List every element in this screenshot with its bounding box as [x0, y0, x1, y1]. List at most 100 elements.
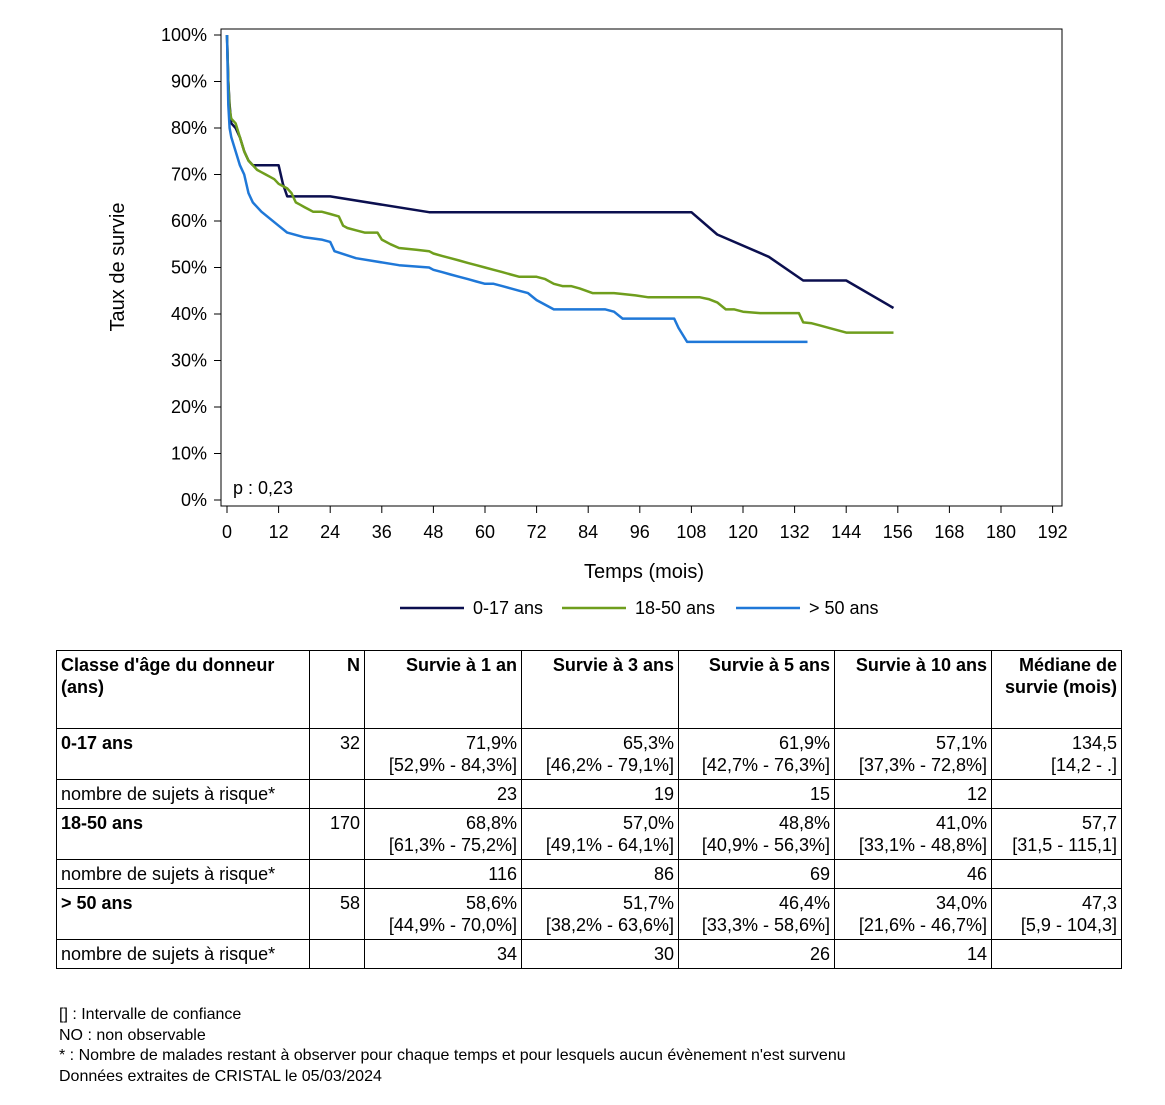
estimate: 57,1%: [935, 733, 987, 753]
x-tick-label: 48: [423, 522, 443, 542]
x-tick-label: 108: [676, 522, 706, 542]
confidence-interval: [46,2% - 79,1%]: [545, 755, 674, 775]
table-row: 18-50 ans 170 68,8% [61,3% - 75,2%] 57,0%…: [56, 808, 1122, 860]
survival-cell: 68,8% [61,3% - 75,2%]: [364, 808, 522, 860]
survival-cell: 58,6% [44,9% - 70,0%]: [364, 888, 522, 940]
estimate: 51,7%: [622, 893, 674, 913]
plot-frame: [220, 28, 1063, 507]
series-group: [225, 34, 895, 344]
header-age-class: Classe d'âge du donneur (ans): [56, 650, 310, 729]
risk-count: 12: [834, 779, 992, 809]
survival-cell: 41,0% [33,1% - 48,8%]: [834, 808, 992, 860]
y-tick-label: 70%: [171, 165, 207, 185]
empty-cell: [309, 939, 365, 969]
header-survival-10y: Survie à 10 ans: [834, 650, 992, 729]
legend: 0-17 ans 18-50 ans > 50 ans: [400, 598, 879, 618]
confidence-interval: [52,9% - 84,3%]: [388, 755, 517, 775]
y-tick-label: 60%: [171, 211, 207, 231]
estimate: 61,9%: [778, 733, 830, 753]
risk-count: 26: [678, 939, 835, 969]
x-tick-label: 0: [222, 522, 232, 542]
estimate: 41,0%: [935, 813, 987, 833]
estimate: 46,4%: [778, 893, 830, 913]
estimate: 57,7: [1081, 813, 1117, 833]
confidence-interval: [42,7% - 76,3%]: [701, 755, 830, 775]
risk-label: nombre de sujets à risque*: [56, 859, 310, 889]
group-n: 58: [309, 888, 365, 940]
estimate: 68,8%: [465, 813, 517, 833]
group-n: 170: [309, 808, 365, 860]
x-tick-label: 36: [372, 522, 392, 542]
confidence-interval: [33,3% - 58,6%]: [701, 915, 830, 935]
estimate: 134,5: [1071, 733, 1117, 753]
confidence-interval: [61,3% - 75,2%]: [388, 835, 517, 855]
risk-count: 116: [364, 859, 522, 889]
risk-count: 69: [678, 859, 835, 889]
footnotes: [] : Intervalle de confiance NO : non ob…: [59, 1005, 846, 1087]
survival-chart: 0% 10% 20% 30% 40% 50% 60% 70% 80% 90% 100% 0 12 24 3…: [107, 25, 1068, 618]
header-survival-5y: Survie à 5 ans: [678, 650, 835, 729]
y-tick-label: 80%: [171, 118, 207, 138]
x-tick-label: 96: [630, 522, 650, 542]
x-tick-label: 180: [986, 522, 1016, 542]
y-axis: 0% 10% 20% 30% 40% 50% 60% 70% 80% 90% 100%: [161, 25, 221, 510]
group-label: > 50 ans: [56, 888, 310, 940]
survival-cell: 57,1% [37,3% - 72,8%]: [834, 728, 992, 780]
survival-cell: 34,0% [21,6% - 46,7%]: [834, 888, 992, 940]
risk-label: nombre de sujets à risque*: [56, 779, 310, 809]
estimate: 48,8%: [778, 813, 830, 833]
risk-row: nombre de sujets à risque* 116 86 69 46: [56, 859, 1122, 889]
risk-count: 86: [521, 859, 679, 889]
survival-cell: 61,9% [42,7% - 76,3%]: [678, 728, 835, 780]
estimate: 71,9%: [465, 733, 517, 753]
legend-label-50-ans: > 50 ans: [809, 598, 879, 618]
empty-cell: [309, 779, 365, 809]
confidence-interval: [21,6% - 46,7%]: [858, 915, 987, 935]
confidence-interval: [5,9 - 104,3]: [1020, 915, 1117, 935]
survival-cell: 46,4% [33,3% - 58,6%]: [678, 888, 835, 940]
series-line-0-17-ans: [225, 34, 895, 310]
estimate: 34,0%: [935, 893, 987, 913]
x-tick-label: 132: [780, 522, 810, 542]
survival-cell: 57,0% [49,1% - 64,1%]: [521, 808, 679, 860]
y-tick-label: 10%: [171, 444, 207, 464]
x-tick-label: 144: [831, 522, 861, 542]
footnote-risk: * : Nombre de malades restant à observer…: [59, 1047, 846, 1064]
x-tick-label: 192: [1038, 522, 1068, 542]
table-row: 0-17 ans 32 71,9% [52,9% - 84,3%] 65,3% [4…: [56, 728, 1122, 780]
x-tick-label: 168: [934, 522, 964, 542]
group-n: 32: [309, 728, 365, 780]
x-tick-label: 60: [475, 522, 495, 542]
empty-cell: [991, 859, 1122, 889]
y-tick-label: 100%: [161, 25, 207, 45]
risk-count: 19: [521, 779, 679, 809]
plot-frame-group: [220, 28, 1063, 507]
survival-cell: 71,9% [52,9% - 84,3%]: [364, 728, 522, 780]
confidence-interval: [40,9% - 56,3%]: [701, 835, 830, 855]
y-tick-label: 0%: [181, 490, 207, 510]
legend-label-0-17-ans: 0-17 ans: [473, 598, 543, 618]
risk-count: 30: [521, 939, 679, 969]
median-cell: 57,7 [31,5 - 115,1]: [991, 808, 1122, 860]
survival-table: Classe d'âge du donneur (ans) N Survie à…: [56, 650, 1122, 969]
estimate: 57,0%: [622, 813, 674, 833]
confidence-interval: [37,3% - 72,8%]: [858, 755, 987, 775]
x-axis: 0 12 24 36 48 60 72 84 96 108 120 132 144 156 168 180 19…: [222, 506, 1068, 542]
confidence-interval: [44,9% - 70,0%]: [388, 915, 517, 935]
risk-row: nombre de sujets à risque* 34 30 26 14: [56, 939, 1122, 969]
risk-count: 34: [364, 939, 522, 969]
y-tick-label: 30%: [171, 351, 207, 371]
y-tick-label: 90%: [171, 72, 207, 92]
confidence-interval: [33,1% - 48,8%]: [858, 835, 987, 855]
risk-count: 23: [364, 779, 522, 809]
header-survival-1y: Survie à 1 an: [364, 650, 522, 729]
estimate: 65,3%: [622, 733, 674, 753]
table-row: > 50 ans 58 58,6% [44,9% - 70,0%] 51,7% [3…: [56, 888, 1122, 940]
survival-cell: 51,7% [38,2% - 63,6%]: [521, 888, 679, 940]
table-header-row: Classe d'âge du donneur (ans) N Survie à…: [56, 650, 1122, 729]
series-line-18-50-ans: [225, 34, 894, 334]
group-label: 18-50 ans: [56, 808, 310, 860]
x-tick-label: 120: [728, 522, 758, 542]
risk-count: 15: [678, 779, 835, 809]
empty-cell: [309, 859, 365, 889]
